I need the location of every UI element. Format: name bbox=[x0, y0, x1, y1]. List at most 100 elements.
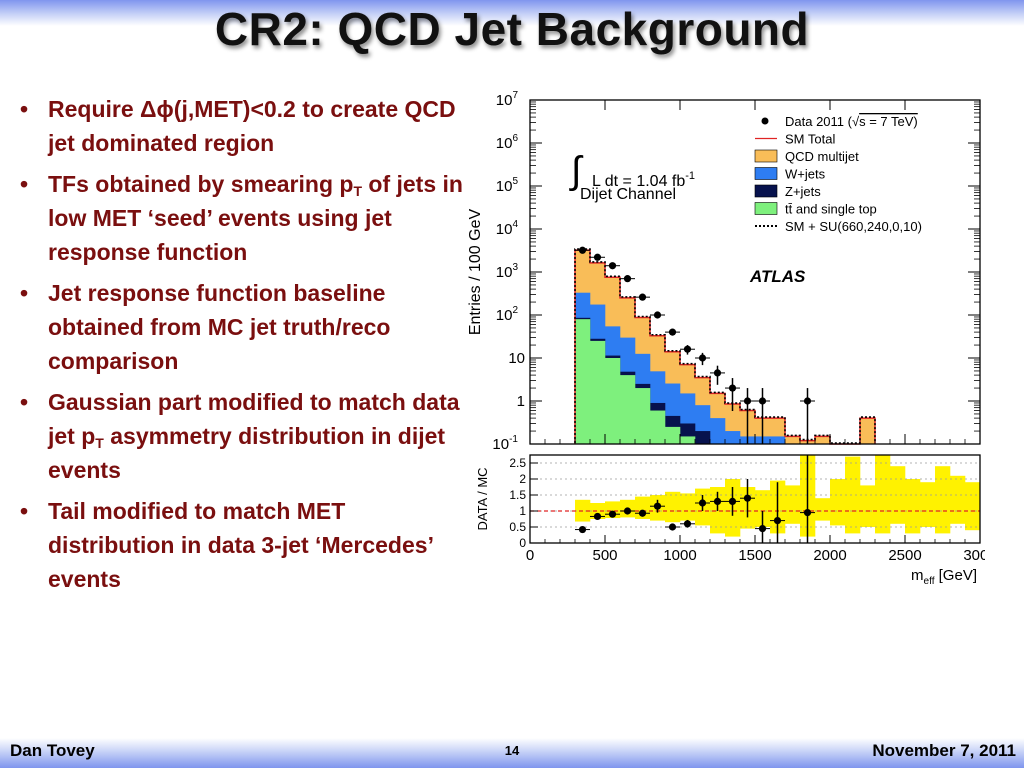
ratio-band-bin bbox=[590, 503, 606, 519]
x-tick-label: 2500 bbox=[888, 547, 921, 564]
ratio-band-bin bbox=[935, 466, 951, 534]
ratio-y-tick-label: 1.5 bbox=[509, 488, 526, 502]
legend-label: SM Total bbox=[785, 132, 835, 147]
ratio-band-bin bbox=[860, 485, 876, 527]
x-tick-label: 500 bbox=[592, 547, 617, 564]
ratio-point bbox=[803, 509, 812, 517]
data-point bbox=[578, 246, 587, 254]
bullet-item: • TFs obtained by smearing pT of jets in … bbox=[18, 167, 473, 269]
data-point bbox=[608, 262, 617, 270]
luminosity-label: L dt = 1.04 fb-1 bbox=[592, 170, 695, 190]
ratio-point bbox=[623, 507, 632, 515]
hist-bar-qcd bbox=[785, 436, 801, 444]
ratio-band-bin bbox=[815, 498, 831, 521]
x-tick-label: 3000 bbox=[963, 547, 985, 564]
hist-bar-ttbar bbox=[575, 319, 591, 444]
legend-swatch bbox=[754, 184, 778, 198]
data-point bbox=[758, 397, 767, 405]
x-tick-label: 1500 bbox=[738, 547, 771, 564]
data-point bbox=[803, 397, 812, 405]
bullet-item: • Gaussian part modified to match data je… bbox=[18, 385, 473, 487]
ratio-band-bin bbox=[680, 493, 696, 521]
footer-author: Dan Tovey bbox=[10, 741, 95, 760]
ratio-point bbox=[668, 523, 677, 531]
bullet-item: • Jet response function baseline obtained… bbox=[18, 276, 473, 378]
ratio-band-bin bbox=[830, 479, 846, 526]
ratio-point bbox=[728, 497, 737, 505]
ratio-point bbox=[608, 510, 617, 518]
legend-swatch bbox=[754, 202, 778, 215]
data-point bbox=[743, 397, 752, 405]
y-tick-label: 104 bbox=[496, 219, 519, 238]
top-gradient-band bbox=[0, 0, 1024, 26]
hist-bar-ttbar bbox=[590, 340, 606, 444]
data-point bbox=[668, 328, 677, 336]
footer-date: November 7, 2011 bbox=[872, 741, 1016, 760]
hist-bar-wjets bbox=[725, 431, 741, 444]
y-tick-label: 105 bbox=[496, 176, 519, 195]
hist-bar-wjets bbox=[710, 418, 726, 444]
hist-bar-ttbar bbox=[620, 375, 636, 444]
legend-marker bbox=[761, 117, 769, 125]
ratio-point bbox=[638, 509, 647, 517]
y-tick-label: 106 bbox=[496, 133, 519, 152]
ratio-band-bin bbox=[905, 479, 921, 534]
x-tick-label: 1000 bbox=[663, 547, 696, 564]
ratio-point bbox=[593, 512, 602, 521]
bottom-gradient-band bbox=[0, 738, 1024, 768]
legend-swatch bbox=[754, 149, 778, 163]
data-point bbox=[728, 384, 737, 392]
ratio-y-tick-label: 2.5 bbox=[509, 456, 526, 470]
channel-label: Dijet Channel bbox=[580, 186, 676, 203]
bullet-item: • Require Δϕ(j,MET)<0.2 to create QCD jet… bbox=[18, 92, 473, 160]
hist-bar-qcd bbox=[815, 436, 831, 444]
ratio-band-bin bbox=[785, 485, 801, 524]
data-point bbox=[638, 293, 647, 301]
ratio-band-bin bbox=[845, 456, 861, 534]
hist-bar-zjets bbox=[695, 431, 711, 444]
legend-label: QCD multijet bbox=[785, 149, 859, 164]
bullet-marker: • bbox=[20, 280, 29, 306]
bullet-list: • Require Δϕ(j,MET)<0.2 to create QCD jet… bbox=[18, 92, 473, 603]
hist-bar-wjets bbox=[770, 436, 786, 444]
data-point bbox=[623, 275, 632, 283]
ratio-band-bin bbox=[965, 482, 981, 531]
y-tick-label: 10 bbox=[508, 350, 525, 367]
bullet-marker: • bbox=[20, 498, 29, 524]
legend-label: Data 2011 (√s = 7 TeV) bbox=[785, 114, 918, 129]
data-point bbox=[698, 354, 707, 362]
hist-bar-ttbar bbox=[680, 436, 696, 444]
hist-bar-qcd bbox=[860, 418, 876, 444]
bullet-marker: • bbox=[20, 171, 29, 197]
x-tick-label: 2000 bbox=[813, 547, 846, 564]
data-point bbox=[713, 369, 722, 377]
page-number: 14 bbox=[504, 743, 520, 758]
ratio-point bbox=[578, 525, 587, 534]
ratio-y-tick-label: 2 bbox=[519, 472, 526, 486]
legend-label: W+jets bbox=[785, 167, 826, 182]
legend-label: SM + SU(660,240,0,10) bbox=[785, 219, 922, 234]
ratio-y-axis-label: DATA / MC bbox=[475, 467, 490, 530]
ratio-band-bin bbox=[950, 475, 966, 524]
slide-title: CR2: QCD Jet Background bbox=[214, 3, 810, 55]
ratio-band-bin bbox=[665, 491, 681, 523]
hist-bar-ttbar bbox=[650, 410, 666, 444]
ratio-band-bin bbox=[920, 482, 936, 527]
y-tick-label: 10-1 bbox=[492, 434, 518, 453]
ratio-band-bin bbox=[890, 466, 906, 524]
x-tick-label: 0 bbox=[526, 547, 534, 564]
integral-symbol: ∫ bbox=[569, 150, 584, 192]
ratio-y-tick-label: 1 bbox=[519, 504, 526, 518]
ratio-y-tick-label: 0 bbox=[519, 536, 526, 550]
hist-bar-ttbar bbox=[635, 388, 651, 444]
ratio-point bbox=[653, 502, 662, 510]
bullet-item: • Tail modified to match MET distribution… bbox=[18, 494, 473, 596]
y-tick-label: 107 bbox=[496, 90, 519, 109]
legend-swatch bbox=[754, 167, 778, 180]
bullet-marker: • bbox=[20, 389, 29, 415]
ratio-y-tick-label: 0.5 bbox=[509, 520, 526, 534]
x-axis-label: meff [GeV] bbox=[911, 567, 977, 587]
hist-bar-ttbar bbox=[605, 358, 621, 444]
ratio-band-bin bbox=[875, 455, 891, 534]
